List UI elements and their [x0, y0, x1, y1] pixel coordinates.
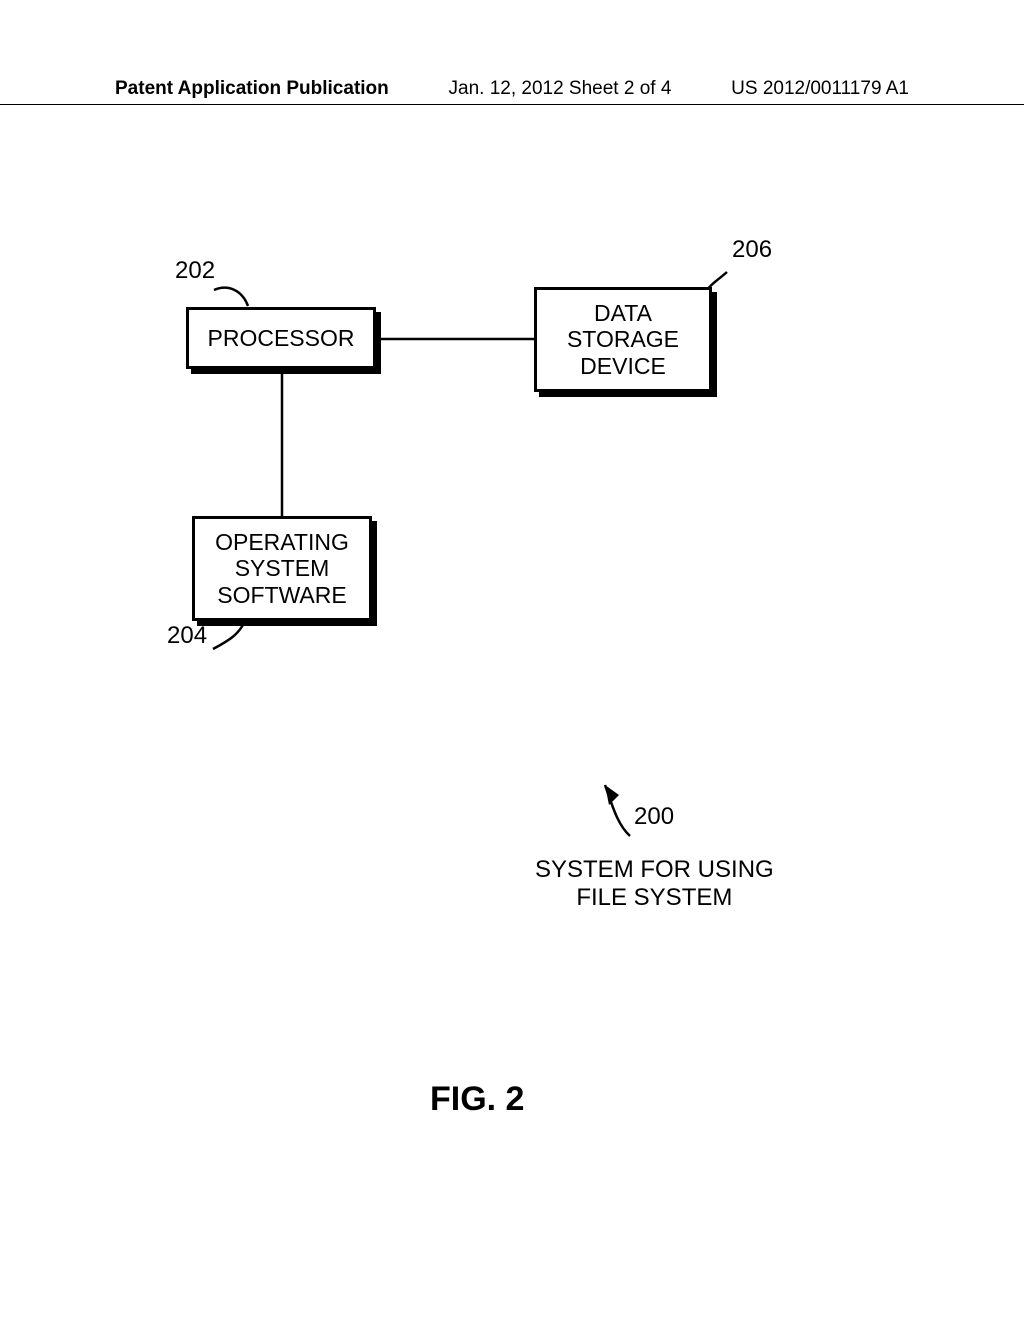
os-label: OPERATINGSYSTEMSOFTWARE [215, 529, 349, 608]
caption-line2: FILE SYSTEM [535, 884, 774, 912]
caption-line1: SYSTEM FOR USING [535, 856, 774, 884]
system-caption: SYSTEM FOR USING FILE SYSTEM [535, 856, 774, 912]
processor-box: PROCESSOR [186, 307, 376, 369]
reference-204: 204 [167, 622, 207, 650]
operating-system-software-box: OPERATINGSYSTEMSOFTWARE [192, 516, 372, 621]
figure-label: FIG. 2 [430, 1080, 524, 1119]
reference-206: 206 [732, 236, 772, 264]
diagram-connectors [0, 0, 1024, 1320]
page-header: Patent Application Publication Jan. 12, … [0, 78, 1024, 105]
data-storage-device-box: DATASTORAGEDEVICE [534, 287, 712, 392]
data-storage-label: DATASTORAGEDEVICE [567, 300, 679, 379]
header-left: Patent Application Publication [115, 78, 389, 100]
header-right: US 2012/0011179 A1 [731, 78, 909, 100]
processor-label: PROCESSOR [208, 325, 355, 351]
header-mid: Jan. 12, 2012 Sheet 2 of 4 [449, 78, 672, 100]
reference-202: 202 [175, 257, 215, 285]
reference-200: 200 [634, 803, 674, 831]
